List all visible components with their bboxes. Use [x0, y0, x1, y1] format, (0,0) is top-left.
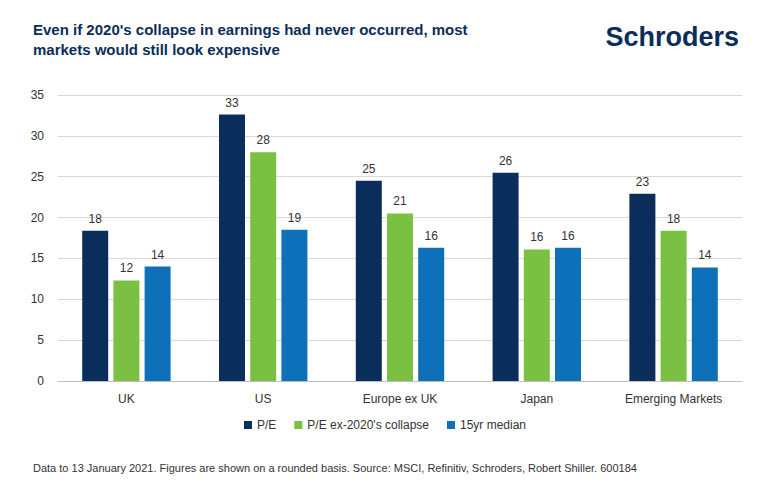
- svg-text:P/E: P/E: [257, 418, 276, 432]
- svg-text:18: 18: [667, 212, 681, 226]
- svg-text:0: 0: [37, 374, 44, 388]
- svg-text:markets would still look expen: markets would still look expensive: [33, 41, 280, 58]
- svg-text:14: 14: [151, 248, 165, 262]
- svg-text:UK: UK: [118, 392, 135, 406]
- svg-text:Emerging Markets: Emerging Markets: [625, 392, 722, 406]
- svg-text:25: 25: [31, 170, 45, 184]
- svg-text:P/E ex-2020's collapse: P/E ex-2020's collapse: [307, 418, 429, 432]
- svg-text:Europe ex UK: Europe ex UK: [363, 392, 438, 406]
- svg-text:15: 15: [31, 251, 45, 265]
- svg-text:16: 16: [561, 229, 575, 243]
- svg-text:20: 20: [31, 211, 45, 225]
- svg-text:12: 12: [120, 261, 134, 275]
- svg-text:15yr median: 15yr median: [460, 418, 526, 432]
- svg-text:Schroders: Schroders: [605, 22, 739, 52]
- svg-text:28: 28: [257, 133, 271, 147]
- svg-text:16: 16: [530, 230, 544, 244]
- svg-text:30: 30: [31, 129, 45, 143]
- svg-text:23: 23: [636, 175, 650, 189]
- svg-text:21: 21: [393, 194, 407, 208]
- svg-text:14: 14: [698, 248, 712, 262]
- svg-text:Japan: Japan: [520, 392, 553, 406]
- svg-text:35: 35: [31, 88, 45, 102]
- svg-text:25: 25: [362, 162, 376, 176]
- svg-text:16: 16: [425, 229, 439, 243]
- svg-text:33: 33: [225, 96, 239, 110]
- svg-text:5: 5: [37, 333, 44, 347]
- svg-text:26: 26: [499, 154, 513, 168]
- svg-text:Even if 2020's collapse in ear: Even if 2020's collapse in earnings had …: [33, 21, 472, 38]
- svg-text:10: 10: [31, 292, 45, 306]
- svg-text:Data to 13 January 2021. Figur: Data to 13 January 2021. Figures are sho…: [33, 462, 637, 474]
- svg-text:18: 18: [89, 212, 103, 226]
- svg-text:19: 19: [288, 211, 302, 225]
- svg-text:US: US: [255, 392, 272, 406]
